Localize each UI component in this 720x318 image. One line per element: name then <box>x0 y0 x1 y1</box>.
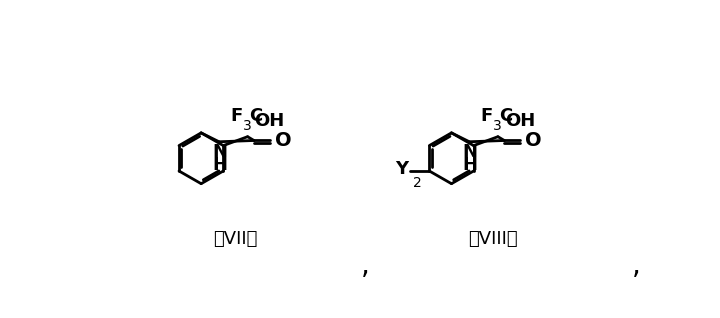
Text: OH: OH <box>505 112 535 130</box>
Text: O: O <box>275 131 292 150</box>
Text: ,: , <box>361 252 369 280</box>
Text: C: C <box>249 107 262 125</box>
Text: O: O <box>526 131 542 150</box>
Text: H: H <box>463 156 477 174</box>
Text: H: H <box>212 156 228 174</box>
Text: 3: 3 <box>493 119 502 133</box>
Text: 2: 2 <box>413 176 422 190</box>
Text: （VII）: （VII） <box>212 230 257 248</box>
Text: F: F <box>230 107 242 125</box>
Text: 3: 3 <box>243 119 251 133</box>
Text: F: F <box>480 107 492 125</box>
Text: ,: , <box>632 252 641 280</box>
Text: OH: OH <box>255 112 285 130</box>
Text: C: C <box>500 107 513 125</box>
Text: Y: Y <box>395 160 408 178</box>
Text: N: N <box>463 142 477 161</box>
Text: （VIII）: （VIII） <box>468 230 518 248</box>
Text: N: N <box>212 142 228 161</box>
